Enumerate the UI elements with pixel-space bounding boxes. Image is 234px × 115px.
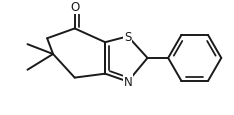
Text: O: O	[70, 1, 79, 14]
Text: N: N	[124, 75, 132, 88]
Text: S: S	[124, 30, 132, 43]
